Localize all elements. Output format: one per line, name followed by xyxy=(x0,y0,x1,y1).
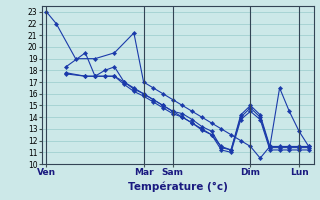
X-axis label: Température (°c): Température (°c) xyxy=(128,181,228,192)
